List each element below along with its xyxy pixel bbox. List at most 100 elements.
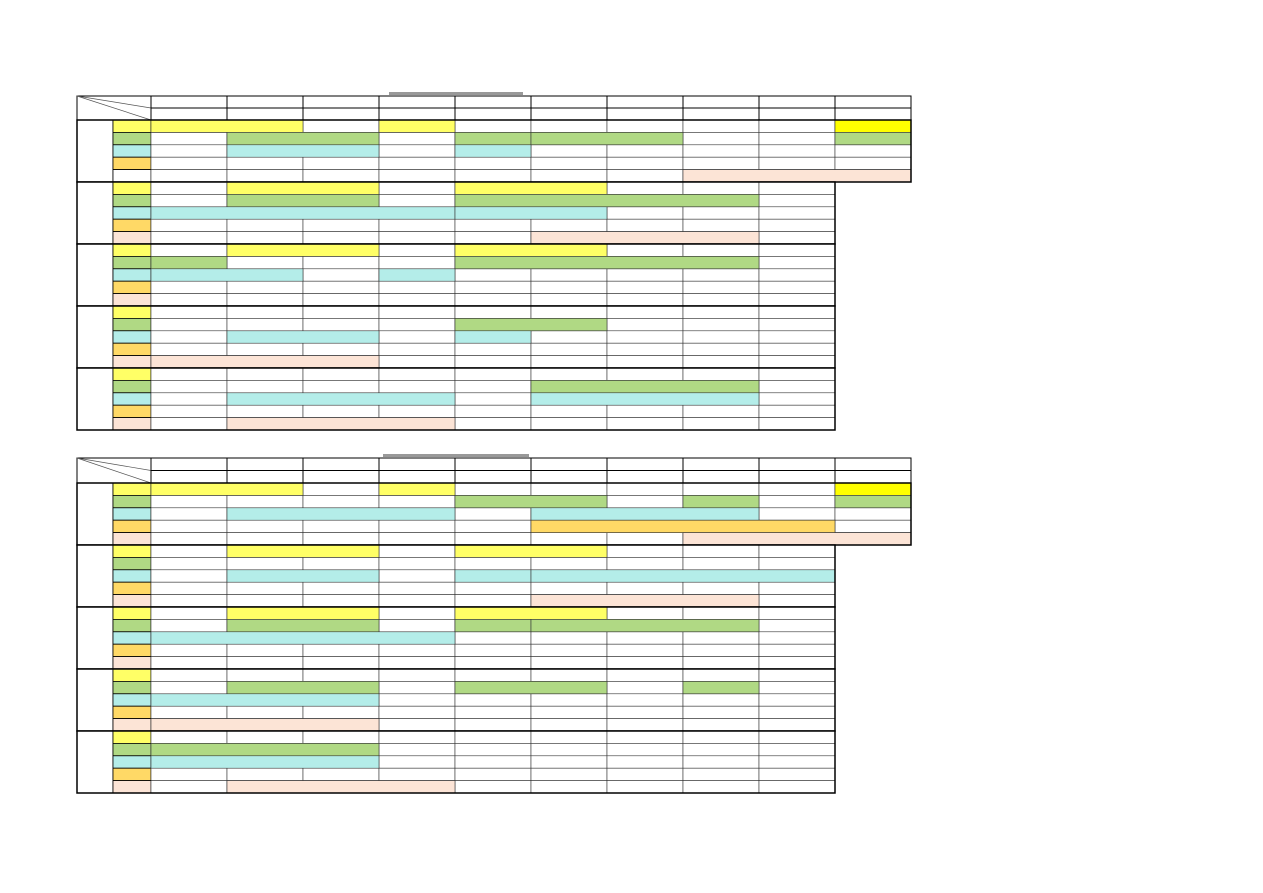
cell (150, 305, 228, 319)
colored-span (226, 544, 380, 558)
cell (150, 681, 228, 695)
cell (302, 318, 380, 332)
header-cell (758, 107, 836, 121)
cell (682, 404, 760, 418)
cell (226, 532, 304, 546)
cell (302, 519, 380, 533)
category-cell (112, 743, 152, 757)
corner-diagonal (76, 457, 152, 484)
cell (226, 495, 304, 509)
cell (150, 705, 228, 719)
cell (378, 755, 456, 769)
cell (150, 194, 228, 208)
colored-span (454, 132, 532, 146)
cell (150, 404, 228, 418)
colored-span (150, 693, 380, 707)
cell (606, 156, 684, 170)
cell (454, 507, 532, 521)
cell (378, 693, 456, 707)
cell (150, 132, 228, 146)
header-cell (150, 457, 228, 471)
cell (758, 544, 836, 558)
cell (758, 557, 836, 571)
cell (378, 730, 456, 744)
cell (454, 780, 532, 794)
cell (606, 404, 684, 418)
cell (302, 668, 380, 682)
colored-span (226, 243, 380, 257)
colored-span (454, 206, 608, 220)
colored-span (454, 243, 608, 257)
header-cell (454, 95, 532, 109)
cell (682, 268, 760, 282)
cell (530, 404, 608, 418)
category-cell (112, 693, 152, 707)
colored-span (226, 780, 456, 794)
category-cell (112, 231, 152, 245)
cell (530, 631, 608, 645)
cell (834, 519, 912, 533)
category-cell (112, 355, 152, 369)
cell (454, 767, 532, 781)
cell (226, 767, 304, 781)
category-cell (112, 280, 152, 295)
cell (758, 380, 836, 394)
cell (150, 656, 228, 670)
cell (758, 643, 836, 657)
cell (302, 231, 380, 245)
cell (682, 755, 760, 769)
cell (302, 268, 380, 282)
cell (226, 156, 304, 170)
cell (378, 569, 456, 583)
cell (454, 367, 532, 381)
cell (454, 532, 532, 546)
cell (682, 668, 760, 682)
colored-span (378, 268, 456, 282)
cell (150, 169, 228, 183)
cell (226, 643, 304, 657)
cell (758, 404, 836, 418)
category-cell (112, 317, 152, 332)
cell (150, 730, 228, 744)
colored-span (530, 231, 760, 245)
cell (226, 656, 304, 670)
cell (758, 705, 836, 719)
cell (606, 268, 684, 282)
cell (226, 231, 304, 245)
cell (682, 482, 760, 496)
colored-span (682, 169, 912, 183)
cell (758, 280, 836, 294)
category-cell (112, 532, 152, 546)
cell (758, 417, 836, 431)
day-cell (76, 482, 114, 546)
cell (302, 169, 380, 183)
cell (150, 767, 228, 781)
cell (378, 305, 456, 319)
cell (758, 755, 836, 769)
cell (378, 619, 456, 633)
colored-span (150, 355, 380, 369)
colored-span (226, 507, 456, 521)
cell (378, 495, 456, 509)
cell (758, 693, 836, 707)
header-cell (606, 470, 684, 484)
colored-span (226, 569, 380, 583)
cell (150, 495, 228, 509)
header-cell (682, 107, 760, 121)
cell (606, 755, 684, 769)
cell (302, 643, 380, 657)
category-cell (112, 494, 152, 509)
cell (606, 144, 684, 158)
cell (150, 243, 228, 257)
cell (454, 656, 532, 670)
cell (150, 417, 228, 431)
cell (150, 519, 228, 533)
cell (378, 404, 456, 418)
day-cell (76, 181, 114, 245)
cell (150, 280, 228, 294)
cell (606, 169, 684, 183)
cell (682, 718, 760, 732)
header-cell (378, 470, 456, 484)
cell (454, 417, 532, 431)
cell (454, 594, 532, 608)
